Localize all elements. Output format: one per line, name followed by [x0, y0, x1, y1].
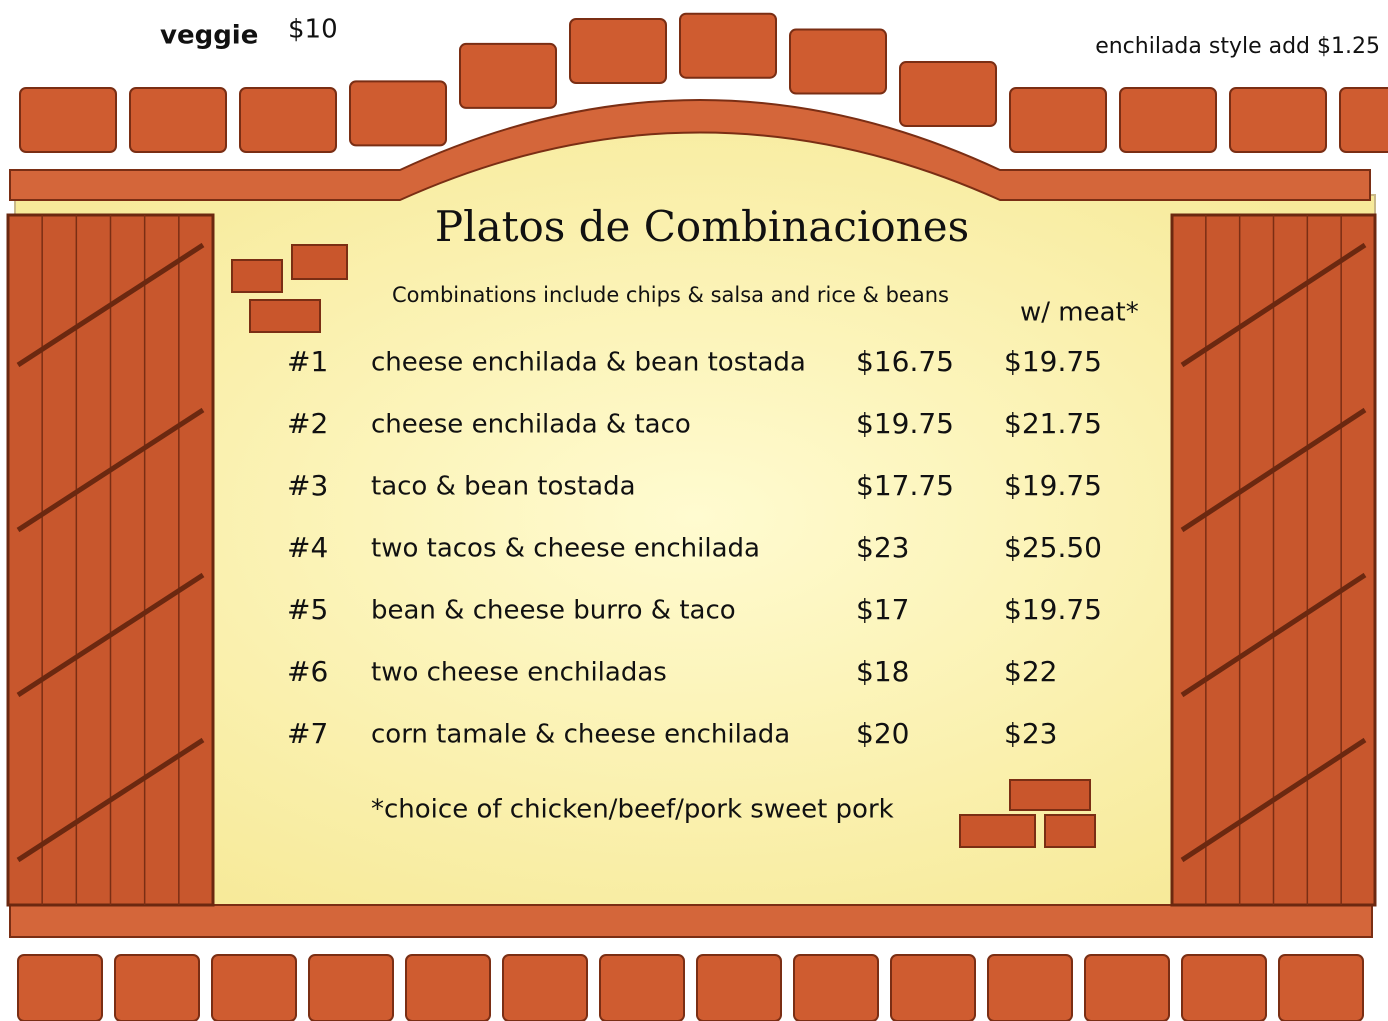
- brick: [679, 12, 777, 79]
- brick: [19, 87, 117, 153]
- combo-number: #6: [287, 655, 328, 688]
- top-ledge: [9, 99, 1371, 201]
- bottom-ledge: [9, 904, 1373, 938]
- brick: [1119, 87, 1217, 153]
- veggie-price: $10: [288, 15, 338, 45]
- brick: [249, 299, 321, 333]
- veggie-label: veggie: [160, 21, 258, 51]
- combo-meat-price: $21.75: [1004, 407, 1102, 440]
- brick: [696, 954, 782, 1021]
- combo-item: corn tamale & cheese enchilada: [371, 720, 790, 750]
- shutter-brace: [1180, 737, 1367, 863]
- meat-header: w/ meat*: [1020, 298, 1139, 328]
- combo-meat-price: $25.50: [1004, 531, 1102, 564]
- brick: [114, 954, 200, 1021]
- brick: [1229, 87, 1327, 153]
- brick: [17, 954, 103, 1021]
- combo-item: cheese enchilada & bean tostada: [371, 348, 806, 378]
- brick: [349, 80, 447, 147]
- brick: [291, 244, 348, 280]
- brick: [459, 42, 557, 109]
- brick: [308, 954, 394, 1021]
- combo-price: $20: [856, 717, 909, 750]
- brick: [599, 954, 685, 1021]
- combo-meat-price: $22: [1004, 655, 1057, 688]
- brick: [1044, 814, 1096, 848]
- wall: [9, 99, 1376, 938]
- brick: [959, 814, 1036, 848]
- footnote: *choice of chicken/beef/pork sweet pork: [371, 795, 894, 825]
- shutters: [6, 213, 1377, 907]
- brick: [1278, 954, 1364, 1021]
- brick: [405, 954, 491, 1021]
- brick: [211, 954, 297, 1021]
- combo-item: cheese enchilada & taco: [371, 410, 691, 440]
- shutter-brace: [16, 242, 205, 368]
- brick: [1181, 954, 1267, 1021]
- combo-price: $17.75: [856, 469, 954, 502]
- menu-title: Platos de Combinaciones: [435, 202, 969, 251]
- combo-meat-price: $19.75: [1004, 469, 1102, 502]
- combo-meat-price: $23: [1004, 717, 1057, 750]
- brick-bands: [17, 12, 1388, 1021]
- exposed-bricks: [231, 244, 1096, 848]
- brick: [899, 61, 997, 128]
- combo-item: taco & bean tostada: [371, 472, 636, 502]
- brick: [231, 259, 283, 293]
- combo-number: #2: [287, 407, 328, 440]
- brick: [987, 954, 1073, 1021]
- brick: [502, 954, 588, 1021]
- combo-number: #3: [287, 469, 328, 502]
- shutter-brace: [1180, 572, 1367, 698]
- shutter-brace: [16, 737, 205, 863]
- combo-price: $23: [856, 531, 909, 564]
- menu-rows: #1 cheese enchilada & bean tostada $16.75 $…: [287, 345, 1102, 750]
- combo-price: $18: [856, 655, 909, 688]
- brick: [1084, 954, 1170, 1021]
- combo-meat-price: $19.75: [1004, 593, 1102, 626]
- shutter-brace: [1180, 242, 1367, 368]
- brick: [1009, 779, 1091, 811]
- brick: [1339, 87, 1388, 153]
- combo-meat-price: $19.75: [1004, 345, 1102, 378]
- brick: [569, 17, 667, 84]
- brick: [1009, 87, 1107, 153]
- brick: [789, 28, 887, 95]
- enchilada-note: enchilada style add $1.25: [1095, 34, 1380, 59]
- brick: [793, 954, 879, 1021]
- combo-number: #4: [287, 531, 328, 564]
- combo-item: two tacos & cheese enchilada: [371, 534, 760, 564]
- combo-number: #7: [287, 717, 328, 750]
- menu-subtitle: Combinations include chips & salsa and r…: [392, 283, 949, 307]
- combo-number: #1: [287, 345, 328, 378]
- combo-price: $16.75: [856, 345, 954, 378]
- shutter-brace: [16, 407, 205, 533]
- shutter-brace: [1180, 407, 1367, 533]
- brick: [890, 954, 976, 1021]
- combo-price: $17: [856, 593, 909, 626]
- combo-item: bean & cheese burro & taco: [371, 596, 736, 626]
- shutter-brace: [16, 572, 205, 698]
- brick: [239, 87, 337, 153]
- brick: [129, 87, 227, 153]
- combo-item: two cheese enchiladas: [371, 658, 667, 688]
- combo-number: #5: [287, 593, 328, 626]
- combo-price: $19.75: [856, 407, 954, 440]
